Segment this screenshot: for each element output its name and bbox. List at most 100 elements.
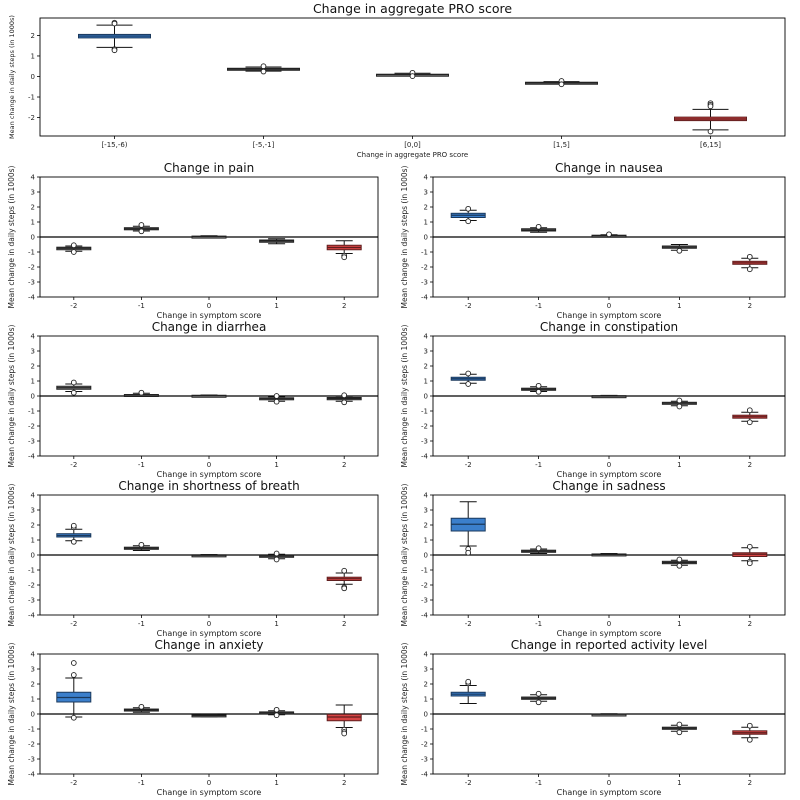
x-tick-label: 2 — [748, 620, 752, 628]
outlier-point — [465, 678, 472, 685]
y-tick-label: -1 — [421, 567, 428, 575]
x-tick-label: 1 — [274, 302, 278, 310]
outlier-point — [70, 660, 77, 666]
y-tick-label: -3 — [28, 756, 35, 764]
y-tick-label: 4 — [424, 492, 429, 500]
outlier-point — [409, 73, 416, 79]
x-tick-label: -1 — [138, 779, 145, 787]
panel-title: Change in diarrhea — [152, 320, 267, 334]
y-axis-label: Mean change in daily steps (in 1000s) — [400, 483, 409, 626]
y-tick-label: -4 — [28, 294, 36, 302]
y-tick-label: -4 — [28, 771, 36, 779]
x-tick-label: -2 — [465, 461, 472, 469]
outlier-point — [746, 253, 753, 260]
x-tick-label: 1 — [274, 620, 278, 628]
y-tick-label: -1 — [421, 726, 428, 734]
x-tick-label: -2 — [70, 461, 77, 469]
outlier-point — [138, 222, 145, 228]
outlier-point — [273, 712, 280, 719]
y-tick-label: 0 — [424, 711, 428, 719]
y-tick-label: 2 — [31, 522, 35, 530]
y-tick-label: 3 — [424, 507, 428, 515]
outlier-point — [535, 388, 542, 395]
outlier-point — [341, 730, 348, 737]
y-tick-label: -4 — [421, 771, 429, 779]
x-tick-label: 0 — [607, 620, 611, 628]
outlier-point — [341, 585, 348, 592]
x-tick-label: -1 — [138, 302, 145, 310]
y-tick-label: 2 — [424, 522, 428, 530]
outlier-point — [273, 393, 280, 399]
x-tick-label: 2 — [748, 302, 752, 310]
y-axis-label: Mean change in daily steps (in 1000s) — [7, 642, 16, 785]
outlier-point — [676, 403, 683, 410]
x-tick-label: -2 — [465, 302, 472, 310]
outlier-point — [676, 247, 683, 254]
panel-title: Change in shortness of breath — [118, 479, 299, 493]
x-tick-label: 2 — [342, 620, 346, 628]
y-tick-label: 0 — [31, 393, 35, 401]
outlier-point — [260, 68, 267, 75]
x-tick-label: 1 — [677, 620, 681, 628]
x-axis-label: Change in symptom score — [157, 470, 262, 479]
outlier-point — [676, 397, 683, 404]
outlier-point — [273, 550, 280, 557]
outlier-point — [465, 218, 472, 225]
x-tick-label: -2 — [70, 302, 77, 310]
y-tick-label: 3 — [31, 507, 35, 515]
outlier-point — [676, 562, 683, 569]
x-tick-label: -2 — [70, 620, 77, 628]
outlier-point — [70, 249, 77, 255]
x-tick-label: -1 — [138, 461, 145, 469]
y-tick-label: -2 — [28, 741, 35, 749]
panel-title: Change in reported activity level — [511, 638, 708, 652]
x-tick-label: 2 — [342, 461, 346, 469]
y-tick-label: -1 — [421, 408, 428, 416]
x-tick-label: -1 — [535, 302, 542, 310]
outlier-point — [465, 205, 472, 212]
outlier-point — [746, 407, 753, 414]
y-tick-label: -4 — [421, 612, 429, 620]
y-tick-label: 4 — [31, 492, 36, 500]
y-tick-label: 0 — [31, 73, 35, 81]
y-tick-label: -4 — [421, 453, 429, 461]
outlier-point — [746, 722, 753, 729]
x-axis-label: Change in symptom score — [557, 788, 662, 797]
x-tick-label: 2 — [748, 461, 752, 469]
y-tick-label: -1 — [28, 726, 35, 734]
y-tick-label: -2 — [28, 114, 35, 122]
y-tick-label: 1 — [31, 378, 35, 386]
y-tick-label: 4 — [424, 333, 429, 341]
y-tick-label: 0 — [31, 234, 35, 242]
y-axis-label: Mean change in daily steps (in 1000s) — [7, 324, 16, 467]
y-tick-label: -4 — [421, 294, 429, 302]
x-tick-label: 0 — [207, 461, 211, 469]
x-axis-label: Change in symptom score — [157, 311, 262, 320]
panel-title: Change in sadness — [552, 479, 665, 493]
y-tick-label: -3 — [28, 438, 35, 446]
outlier-point — [138, 389, 145, 396]
y-tick-label: 1 — [31, 696, 35, 704]
x-tick-label: [-15,-6) — [101, 141, 127, 149]
panel-4: Change in constipation -4 -3 -2 -1 0 1 2 3 4 -2 -1 0… — [400, 320, 786, 479]
y-tick-label: -3 — [28, 279, 35, 287]
outlier-point — [707, 128, 714, 135]
outlier-point — [70, 242, 77, 249]
x-axis-label: Change in symptom score — [157, 788, 262, 797]
outlier-point — [341, 399, 348, 406]
y-tick-label: -1 — [421, 249, 428, 257]
y-tick-label: -2 — [28, 264, 35, 272]
panel-title: Change in anxiety — [154, 638, 263, 652]
x-axis-label: Change in symptom score — [557, 311, 662, 320]
y-tick-label: 1 — [424, 537, 428, 545]
outlier-point — [465, 370, 472, 377]
x-tick-label: 0 — [607, 461, 611, 469]
outlier-point — [138, 703, 145, 710]
y-axis-label: Mean change in daily steps (in 1000s) — [400, 642, 409, 785]
x-axis-label: Change in symptom score — [557, 629, 662, 638]
panel-title: Change in pain — [164, 161, 254, 175]
y-tick-label: -2 — [421, 264, 428, 272]
panel-7: Change in anxiety -4 -3 -2 -1 0 1 2 3 4 -2 -1 0 1 2 Cha… — [7, 638, 379, 797]
outlier-point — [707, 103, 714, 110]
y-tick-label: -2 — [421, 423, 428, 431]
